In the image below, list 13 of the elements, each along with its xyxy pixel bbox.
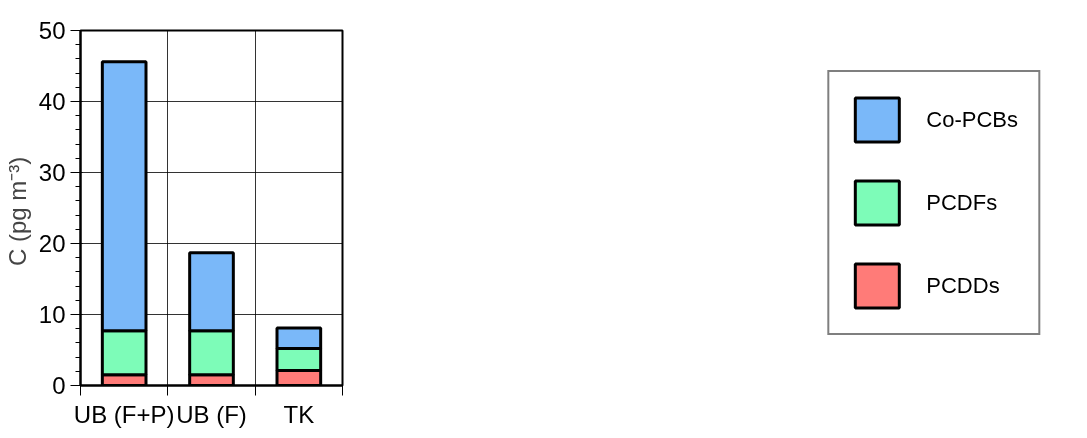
- y-tick-label: 20: [38, 230, 66, 257]
- legend-label: PCDFs: [926, 189, 998, 216]
- y-tick-label: 40: [38, 88, 66, 115]
- y-tick-label: 50: [38, 17, 66, 44]
- legend-label: PCDDs: [926, 272, 1000, 299]
- legend-label: Co-PCBs: [926, 106, 1018, 133]
- x-tick-label: TK: [283, 400, 315, 428]
- y-axis-title: C (pg m⁻³): [3, 156, 31, 266]
- y-tick-label: 0: [52, 372, 66, 399]
- y-tick-label: 10: [38, 301, 66, 328]
- x-tick-label: UB (F): [176, 400, 247, 428]
- y-tick-label: 30: [38, 159, 66, 186]
- x-tick-label: UB (F+P): [73, 400, 175, 428]
